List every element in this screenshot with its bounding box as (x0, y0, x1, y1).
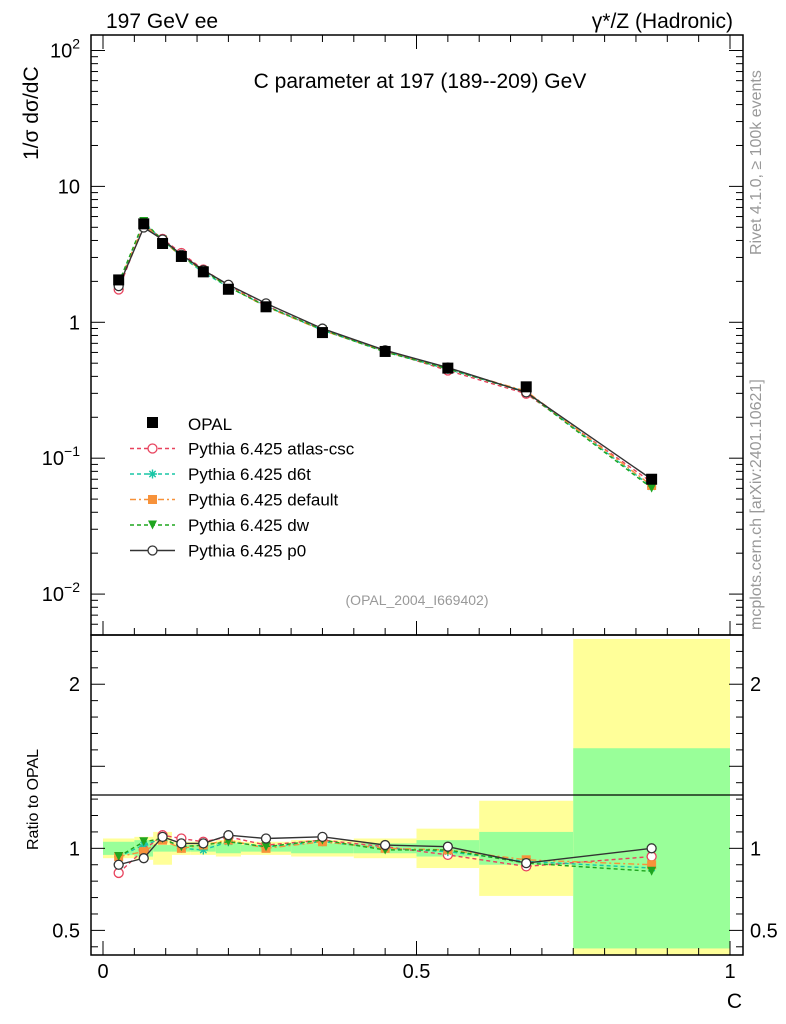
ratio-series-point-4 (442, 841, 454, 852)
opal-data-point (379, 345, 391, 357)
legend-marker-1 (148, 469, 157, 479)
x-tick-label: 1 (724, 961, 735, 983)
legend-item-opal: OPAL (147, 415, 232, 434)
opal-data-point (222, 283, 234, 295)
legend-label-opal: OPAL (188, 415, 232, 434)
ratio-series-point-1 (198, 845, 208, 855)
legend-label-3: Pythia 6.425 dw (188, 516, 310, 535)
ratio-series-point-4 (157, 831, 168, 842)
ratio-series-line-0 (118, 834, 652, 874)
ratio-y-tick-label-left: 0.5 (52, 920, 80, 942)
ratio-x-axis: 0 0.5 1 (97, 941, 736, 983)
ratio-series-point-4 (138, 853, 149, 864)
main-y-tick-label: 102 (50, 35, 80, 62)
ratio-series-group (113, 830, 657, 879)
legend-marker-2 (148, 495, 157, 504)
opal-data-point (138, 218, 150, 230)
ratio-y-axis: 2 2 1 1 0.5 0.5 (52, 650, 778, 948)
legend-item-3: Pythia 6.425 dw (130, 516, 310, 535)
ratio-y-tick-label-right: 2 (750, 674, 761, 696)
opal-data-point (646, 473, 658, 485)
mcplots-label: mcplots.cern.ch [arXiv:2401.10621] (748, 379, 765, 630)
x-tick-label: 0 (97, 961, 108, 983)
x-tick-label: 0.5 (403, 961, 431, 983)
ratio-series-point-4 (646, 843, 657, 854)
opal-data-point (113, 274, 125, 286)
header-left-label: 197 GeV ee (106, 10, 218, 33)
ratio-series-point-4 (223, 830, 234, 841)
chart-title: C parameter at 197 (189--209) GeV (254, 70, 587, 93)
opal-data-point (175, 250, 187, 262)
ratio-series-point-4 (198, 838, 209, 849)
legend-label-2: Pythia 6.425 default (188, 491, 339, 510)
ratio-stat-uncertainty-band (291, 843, 354, 854)
ratio-series-point-4 (176, 838, 187, 849)
ratio-bands (103, 639, 730, 955)
series-line-0 (118, 223, 653, 483)
main-y-tick-label: 1 (69, 312, 80, 334)
legend-item-4: Pythia 6.425 p0 (130, 542, 306, 561)
legend: OPAL Pythia 6.425 atlas-csc Pythia 6.425 d… (130, 415, 355, 561)
legend-swatch-opal (147, 417, 158, 428)
legend-marker-3 (148, 520, 157, 530)
ratio-series-point-4 (113, 859, 124, 870)
ratio-y-tick-label-left: 1 (69, 838, 80, 860)
ratio-y-tick-label-right: 1 (750, 838, 761, 860)
rivet-version-label: Rivet 4.1.0, ≥ 100k events (748, 70, 765, 255)
legend-item-1: Pythia 6.425 d6t (130, 465, 311, 484)
main-y-tick-label: 10 (58, 176, 80, 198)
legend-label-1: Pythia 6.425 d6t (188, 465, 311, 484)
opal-data-point (157, 237, 169, 249)
opal-data-point (442, 362, 454, 374)
opal-data-point (316, 327, 328, 339)
opal-data-point (197, 266, 209, 278)
legend-marker-4 (147, 545, 158, 556)
ratio-y-tick-label-right: 0.5 (750, 920, 778, 942)
series-line-3 (118, 220, 653, 489)
opal-data-group (113, 218, 658, 485)
legend-marker-0 (147, 443, 158, 454)
ratio-y-axis-label: Ratio to OPAL (25, 749, 42, 850)
legend-label-4: Pythia 6.425 p0 (188, 542, 306, 561)
header-right-label: γ*/Z (Hadronic) (592, 10, 733, 33)
ratio-series-point-3 (261, 842, 271, 852)
ratio-series-point-4 (260, 833, 272, 844)
ratio-series-point-3 (139, 837, 149, 847)
series-point-3 (647, 483, 657, 493)
opal-data-point (260, 301, 272, 313)
legend-item-2: Pythia 6.425 default (130, 491, 339, 510)
x-axis-label: C (727, 990, 742, 1013)
ratio-series-point-2 (647, 860, 657, 870)
legend-label-0: Pythia 6.425 atlas-csc (188, 440, 355, 459)
ratio-stat-uncertainty-band (153, 845, 172, 852)
ratio-panel: 2 21 10.5 0.5 0 0.5 1 Ratio to OPAL C (25, 634, 778, 1013)
y-axis-label: 1/σ dσ/dC (20, 66, 43, 160)
ratio-y-tick-label-left: 2 (69, 674, 80, 696)
main-panel: 102 10 1 10−1 10−2 C parameter at 197 (189--… (20, 34, 744, 636)
ratio-series-point-2 (139, 847, 149, 857)
ratio-series-point-4 (379, 839, 391, 851)
main-y-tick-label: 10−2 (42, 579, 80, 606)
ratio-series-point-4 (317, 831, 328, 842)
main-y-tick-label: 10−1 (42, 443, 80, 470)
ratio-stat-uncertainty-band (215, 843, 241, 854)
main-y-axis: 102 10 1 10−1 10−2 (42, 35, 743, 636)
main-x-ticks (102, 35, 731, 635)
legend-item-0: Pythia 6.425 atlas-csc (130, 440, 355, 459)
opal-data-point (520, 381, 532, 393)
ratio-series-point-3 (114, 852, 124, 862)
analysis-watermark: (OPAL_2004_I669402) (346, 592, 489, 608)
ratio-series-point-3 (647, 866, 657, 876)
ratio-series-point-4 (521, 857, 532, 869)
